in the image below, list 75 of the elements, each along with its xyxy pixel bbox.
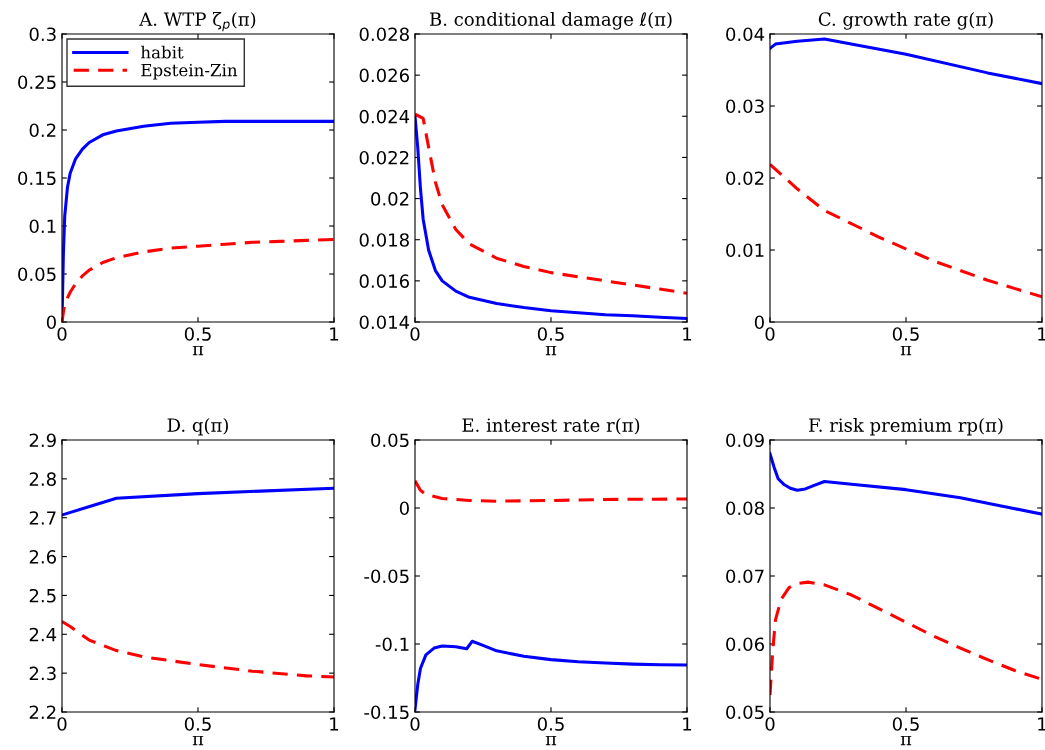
- y-tick-label: 0.07: [726, 569, 764, 584]
- y-tick-label: 0.06: [726, 637, 764, 652]
- x-tick-label: 0.5: [537, 717, 564, 731]
- y-tick-label: 0.2: [29, 123, 56, 138]
- y-tick-label: 0.08: [726, 501, 764, 516]
- x-axis-title: π: [192, 735, 204, 746]
- y-tick-label: 2.3: [29, 666, 56, 681]
- y-tick-label: 0.02: [371, 192, 409, 206]
- line-series: [62, 619, 334, 679]
- x-axis-title: π: [545, 735, 557, 746]
- y-tick-label: 2.6: [29, 550, 56, 564]
- y-tick-label: 2.8: [29, 472, 56, 486]
- y-tick-label: 0.02: [726, 171, 764, 186]
- y-tick-label: 2.9: [29, 433, 56, 448]
- y-tick-label: 0.1: [29, 219, 56, 234]
- legend-label: habit: [140, 45, 184, 59]
- chart-title: A. WTP ζ$_{p}$(π): [139, 11, 256, 32]
- y-tick-label: 0.03: [726, 99, 764, 114]
- y-tick-label: 2.2: [29, 705, 56, 719]
- y-tick-label: -0.15: [364, 705, 409, 720]
- y-tick-label: 0: [754, 315, 764, 330]
- y-tick-label: 0.024: [359, 109, 410, 124]
- line-series: [770, 452, 1042, 516]
- x-tick-label: 0.5: [184, 717, 211, 731]
- x-tick-label: 0: [765, 717, 775, 731]
- y-tick-label: 0.3: [29, 27, 56, 42]
- x-tick-label: 1: [330, 717, 339, 731]
- y-tick-label: 0.026: [359, 68, 409, 83]
- y-tick-label: 0.15: [18, 171, 56, 186]
- x-tick-label: 1: [683, 717, 692, 731]
- y-tick-label: 2.7: [29, 511, 56, 525]
- y-tick-label: -0.1: [375, 637, 409, 652]
- y-tick-label: 0.016: [359, 274, 409, 288]
- y-tick-label: 0: [46, 315, 56, 330]
- y-tick-label: 0.01: [726, 243, 764, 258]
- x-tick-label: 0: [765, 327, 775, 341]
- chart-title: C. growth rate g(π): [818, 11, 993, 30]
- line-series: [415, 479, 687, 503]
- y-tick-label: 2.4: [29, 627, 57, 642]
- y-tick-label: 0.05: [371, 433, 409, 448]
- x-tick-label: 0.5: [184, 327, 211, 341]
- chart-title: B. conditional damage ℓ(π): [429, 11, 672, 30]
- chart-title: F. risk premium rp(π): [809, 417, 1003, 436]
- x-tick-label: 0.5: [892, 717, 919, 731]
- x-tick-label: 0.5: [892, 327, 919, 341]
- y-tick-label: -0.05: [364, 569, 409, 584]
- x-tick-label: 0: [57, 717, 67, 731]
- y-tick-label: 0.022: [359, 150, 409, 165]
- x-axis-title: π: [192, 345, 204, 356]
- line-series: [770, 162, 1042, 299]
- y-tick-label: 0.014: [359, 315, 410, 330]
- x-axis-title: π: [900, 735, 912, 746]
- y-tick-label: 2.5: [29, 588, 56, 603]
- x-tick-label: 1: [683, 327, 692, 341]
- x-tick-label: 0: [57, 327, 67, 341]
- x-tick-label: 0.5: [537, 327, 564, 341]
- x-tick-label: 0: [410, 327, 420, 341]
- y-tick-label: 0.018: [359, 233, 409, 247]
- y-tick-label: 0.04: [726, 27, 765, 42]
- line-series: [62, 486, 334, 517]
- line-series: [770, 580, 1042, 697]
- y-tick-label: 0.09: [726, 433, 764, 448]
- x-tick-label: 0: [410, 717, 420, 731]
- line-series: [770, 37, 1042, 86]
- y-tick-label: 0.05: [726, 705, 764, 720]
- y-tick-label: 0: [399, 501, 409, 516]
- x-axis-title: π: [545, 345, 557, 356]
- chart-title: D. q(π): [167, 417, 228, 436]
- chart-title: E. interest rate r(π): [462, 417, 640, 435]
- x-tick-label: 1: [330, 327, 339, 341]
- x-axis-title: π: [900, 345, 912, 356]
- y-tick-label: 0.05: [18, 267, 56, 282]
- legend-label: Epstein-Zin: [141, 63, 238, 80]
- y-tick-label: 0.25: [18, 75, 56, 90]
- y-tick-label: 0.028: [359, 27, 409, 42]
